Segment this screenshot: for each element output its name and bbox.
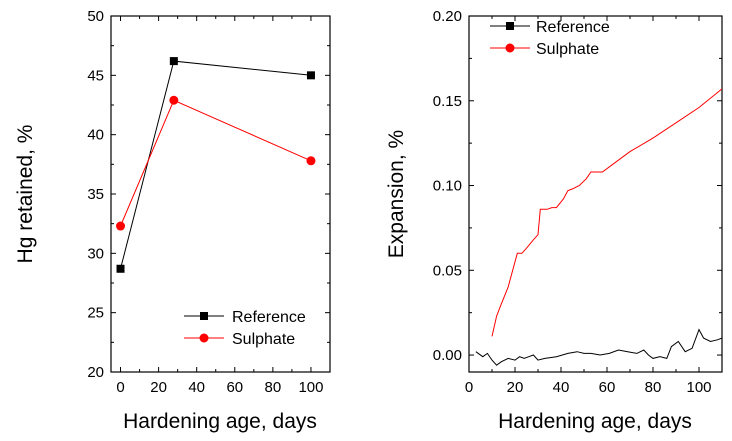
plot-frame [468,15,723,373]
legend: Reference Sulphate [184,309,306,348]
legend-reference-marker [200,312,208,320]
y-tick-label: 45 [87,67,104,84]
sulphate-point [169,95,179,105]
y-axis-label: Hg retained, % [14,125,37,264]
reference-point [306,71,315,80]
legend-sulphate-label: Sulphate [536,41,599,58]
y-tick-label: 0.05 [433,262,462,279]
x-tick-label: 100 [686,379,711,396]
hg-retained-chart: 0 20 40 60 80 100 20 25 30 35 40 45 50 Hardening age,… [14,8,331,433]
legend-sulphate-marker [199,333,209,343]
x-tick-label: 80 [645,379,662,396]
legend: Reference Sulphate [490,19,610,58]
y-tick-label: 20 [87,364,104,381]
x-tick-label: 20 [150,379,167,396]
sulphate-point [306,156,316,166]
sulphate-series-line [120,99,312,227]
reference-point [169,57,178,66]
y-tick-label: 0.20 [433,8,462,25]
y-tick-label: 0.15 [433,93,462,110]
x-tick-label: 20 [507,379,524,396]
y-tick-label: 0.10 [433,178,462,195]
legend-sulphate-label: Sulphate [232,331,295,348]
x-tick-label: 60 [599,379,616,396]
plot-area [116,57,316,273]
legend-sulphate-marker [505,43,515,53]
legend-reference-marker [506,22,514,30]
x-tick-label: 80 [265,379,282,396]
reference-series-line [475,328,722,366]
x-tick-label: 100 [298,379,323,396]
x-axis-label: Hardening age, days [123,410,317,433]
y-tick-label: 50 [87,8,104,25]
y-tick-label: 40 [87,127,104,144]
x-axis-label: Hardening age, days [498,410,692,433]
sulphate-point [116,221,126,231]
legend-reference-label: Reference [536,19,610,36]
plot-area [475,88,722,366]
x-tick-label: 40 [553,379,570,396]
expansion-chart: 0 20 40 60 80 100 0.00 0.05 0.10 0.15 0.20 Hardenin… [385,8,723,433]
y-tick-label: 0.00 [433,347,462,364]
x-tick-label: 0 [465,379,473,396]
legend-reference-label: Reference [232,309,306,326]
x-tick-label: 60 [226,379,243,396]
x-tick-label: 0 [116,379,124,396]
y-tick-label: 30 [87,245,104,262]
reference-point [116,264,125,273]
y-tick-label: 25 [87,305,104,322]
y-tick-label: 35 [87,186,104,203]
y-axis-label: Expansion, % [385,130,408,258]
sulphate-series-line [491,88,722,337]
reference-series-line [120,60,312,269]
x-tick-label: 40 [188,379,205,396]
